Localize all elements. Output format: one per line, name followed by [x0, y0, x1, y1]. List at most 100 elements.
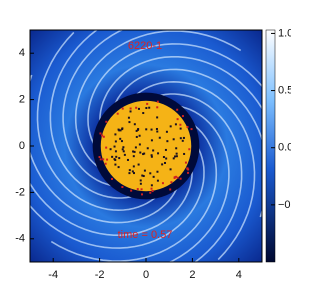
speckle — [135, 135, 138, 138]
speckle — [129, 107, 132, 110]
speckle — [166, 140, 169, 143]
speckle — [181, 115, 184, 118]
speckle — [145, 107, 148, 110]
speckle — [115, 155, 118, 158]
speckle — [139, 182, 142, 185]
speckle — [149, 172, 152, 175]
y-tick-label: 0 — [19, 140, 25, 152]
core — [100, 100, 192, 192]
speckle — [176, 118, 179, 121]
speckle — [121, 186, 124, 189]
speckle — [181, 139, 184, 142]
speckle — [114, 150, 117, 153]
speckle — [162, 156, 165, 159]
speckle — [132, 150, 135, 153]
x-tick-label: 4 — [236, 269, 242, 281]
y-tick-label: 2 — [19, 94, 25, 106]
speckle — [146, 102, 149, 105]
colorbar — [265, 29, 276, 263]
speckle — [165, 157, 168, 160]
speckle — [109, 148, 112, 151]
speckle — [143, 169, 146, 172]
filament — [62, 30, 124, 187]
speckle — [138, 143, 141, 146]
speckle — [113, 145, 116, 148]
speckle — [121, 107, 124, 110]
speckle — [114, 140, 117, 143]
speckle — [187, 168, 190, 171]
speckle — [156, 170, 159, 173]
speckle — [114, 163, 117, 166]
filament — [157, 93, 243, 262]
speckle — [175, 155, 178, 158]
filament — [50, 123, 218, 262]
speckle — [150, 187, 153, 190]
speckle — [127, 116, 130, 119]
speckle — [161, 182, 164, 185]
speckle — [152, 149, 155, 152]
speckle — [169, 125, 172, 128]
speckle — [119, 129, 122, 132]
colorbar-tick-label: 0.5 — [278, 84, 291, 96]
speckle — [170, 181, 173, 184]
speckle — [150, 184, 153, 187]
x-tick-label: -2 — [95, 269, 105, 281]
filament — [30, 145, 205, 249]
chart: 6220-1 time = 0.57 -4 -2 0 2 4 4 2 0 -2 -4 1.0 0.5 0… — [15, 27, 291, 281]
y-tick-label: -2 — [15, 186, 25, 198]
speckle — [105, 120, 108, 123]
speckle — [150, 155, 153, 158]
speckle — [126, 158, 129, 161]
speckle — [190, 128, 193, 131]
speckle — [137, 163, 140, 166]
speckle — [179, 127, 182, 130]
speckle — [120, 140, 123, 143]
speckle — [133, 150, 136, 153]
speckle — [188, 148, 191, 151]
speckle — [111, 155, 114, 158]
speckle — [121, 128, 124, 131]
speckle — [129, 110, 132, 113]
speckle — [123, 153, 126, 156]
speckle — [106, 158, 109, 161]
speckle — [142, 112, 145, 115]
speckle — [110, 177, 113, 180]
speckle — [134, 146, 137, 149]
speckle — [128, 169, 131, 172]
speckle — [135, 129, 138, 132]
speckle — [156, 106, 159, 109]
filament — [134, 80, 256, 261]
speckle — [146, 147, 149, 150]
speckle — [156, 100, 159, 103]
speckle — [122, 150, 125, 153]
speckle — [187, 171, 190, 174]
speckle — [145, 128, 148, 131]
colorbar-tick-label: −0.5 — [278, 199, 291, 211]
speckle — [156, 179, 159, 182]
speckle — [176, 176, 179, 179]
speckle — [119, 137, 122, 140]
speckle — [150, 139, 153, 142]
speckle — [140, 188, 143, 191]
speckle — [99, 158, 102, 161]
speckle — [137, 107, 140, 110]
speckle — [152, 175, 155, 178]
speckle — [137, 128, 140, 131]
speckle — [150, 154, 153, 157]
speckle — [102, 135, 105, 138]
speckle — [158, 136, 161, 139]
x-tick-label: 0 — [143, 269, 149, 281]
speckle — [157, 152, 160, 155]
speckle — [128, 121, 131, 124]
speckle — [148, 106, 151, 109]
filament — [74, 30, 242, 169]
speckle — [172, 157, 175, 160]
filament — [113, 68, 262, 218]
speckle — [118, 157, 121, 160]
filament — [30, 74, 179, 224]
speckle — [104, 162, 107, 165]
filament — [87, 43, 262, 147]
colorbar-tick-label: 1.0 — [278, 27, 291, 39]
filament — [49, 30, 135, 199]
speckle — [142, 175, 145, 178]
